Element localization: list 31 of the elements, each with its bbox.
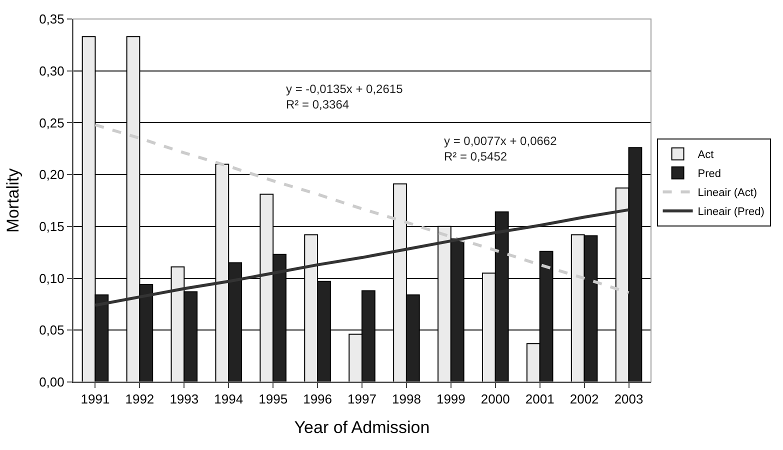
- x-tick-label: 2001: [525, 392, 554, 407]
- x-tick-label: 1997: [348, 392, 376, 407]
- y-axis-title: Mortality: [4, 168, 23, 233]
- legend-label: Lineair (Act): [698, 187, 758, 200]
- x-tick-label: 1992: [125, 392, 154, 407]
- x-tick-label: 2000: [480, 392, 510, 407]
- line-series: [94, 208, 630, 307]
- x-tick-label: 1999: [436, 392, 466, 407]
- x-tick-label: 1996: [303, 392, 332, 407]
- x-tick-label: 2003: [614, 392, 644, 407]
- x-tick-label: 1991: [80, 392, 110, 407]
- line-series: [94, 123, 630, 294]
- annotation: y = 0,0077x + 0,0662 R² = 0,5452: [444, 134, 558, 164]
- y-tick-label: 0,10: [39, 270, 64, 286]
- legend-label: Act: [698, 149, 714, 162]
- x-tick-label: 2002: [570, 392, 599, 407]
- x-tick-label: 1994: [214, 392, 244, 407]
- annotation: y = -0,0135x + 0,2615 R² = 0,3364: [286, 82, 404, 112]
- legend-label: Lineair (Pred): [698, 206, 764, 218]
- y-tick-label: 0,05: [39, 322, 64, 338]
- y-tick-label: 0,35: [39, 12, 64, 27]
- y-tick-label: 0,30: [39, 63, 64, 78]
- x-tick-label: 1998: [392, 392, 421, 407]
- x-axis-title: Year of Admission: [294, 418, 430, 437]
- y-tick-label: 0,00: [39, 374, 64, 390]
- x-tick-label: 1995: [258, 392, 288, 407]
- legend-label: Pred: [698, 168, 722, 180]
- y-tick-label: 0,25: [39, 115, 64, 130]
- y-tick-label: 0,15: [39, 218, 64, 234]
- y-tick-label: 0,20: [39, 167, 64, 182]
- x-tick-label: 1993: [170, 392, 199, 407]
